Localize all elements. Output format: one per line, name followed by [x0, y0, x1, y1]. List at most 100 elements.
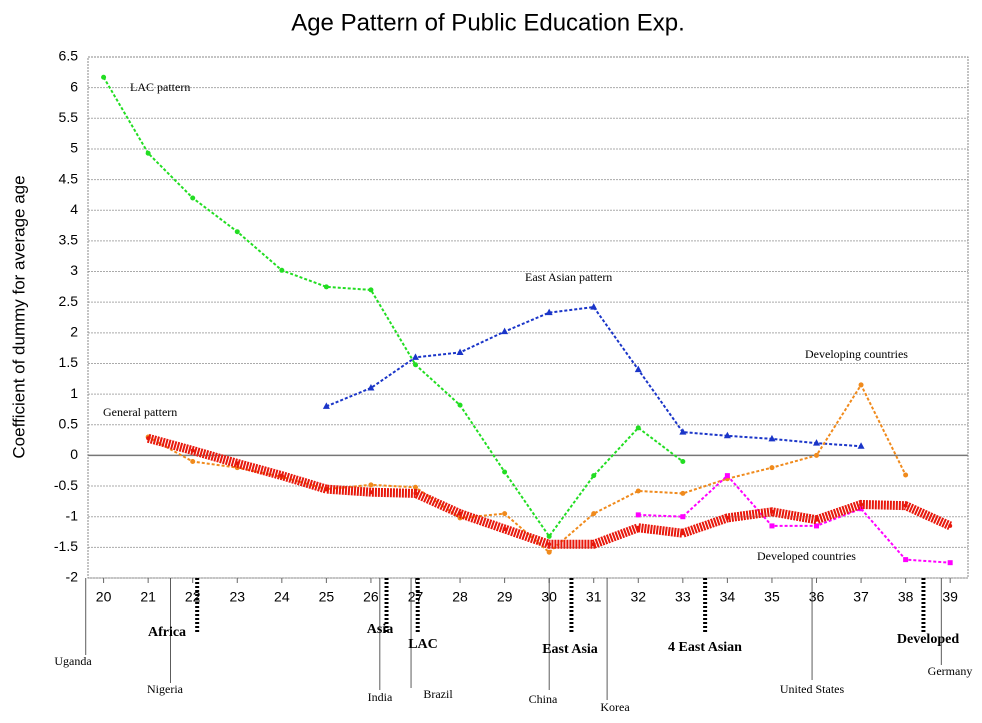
country-label: United States: [780, 682, 845, 696]
point: [680, 459, 686, 465]
x-tick-label: 31: [586, 589, 602, 605]
region-label: Africa: [148, 625, 186, 640]
x-tick-label: 33: [675, 589, 691, 605]
point: [591, 473, 597, 479]
point: [324, 487, 329, 492]
point: [457, 402, 463, 408]
point: [190, 459, 196, 465]
point: [679, 428, 687, 435]
x-tick-label: 29: [497, 589, 513, 605]
point: [145, 150, 151, 156]
point: [948, 523, 953, 528]
point: [680, 514, 686, 520]
point: [279, 473, 284, 478]
point: [813, 439, 821, 446]
point: [323, 284, 329, 290]
x-tick-label: 34: [720, 589, 736, 605]
point: [636, 525, 641, 530]
series-line: [102, 76, 684, 539]
x-tick-label: 39: [942, 589, 958, 605]
point: [412, 362, 418, 368]
x-tick-label: 25: [319, 589, 335, 605]
point: [814, 517, 819, 522]
y-tick-label: 4.5: [59, 170, 79, 186]
point: [635, 488, 641, 494]
series-line: [325, 306, 862, 448]
point: [591, 511, 597, 517]
point: [547, 542, 552, 547]
point: [635, 512, 641, 518]
y-tick-label: 1.5: [59, 354, 79, 370]
series-line: [638, 474, 951, 564]
point: [502, 469, 508, 475]
point: [680, 490, 686, 496]
point: [235, 461, 240, 466]
point: [546, 533, 552, 539]
point: [724, 473, 730, 479]
point: [725, 515, 730, 520]
series-line: [146, 433, 953, 549]
y-tick-label: 0: [70, 446, 78, 462]
region-label: East Asia: [542, 642, 598, 657]
point: [368, 482, 374, 488]
series-label: General pattern: [103, 405, 177, 419]
region-label: Developed: [897, 632, 959, 647]
country-label: Brazil: [423, 687, 453, 701]
point: [903, 503, 908, 508]
point: [947, 560, 953, 566]
country-label: India: [368, 690, 393, 704]
point: [903, 472, 909, 478]
point: [368, 287, 374, 293]
country-label: Germany: [928, 664, 973, 678]
country-label: Uganda: [54, 654, 92, 668]
series-label: LAC pattern: [130, 80, 190, 94]
plot-border: [87, 56, 969, 579]
x-tick-label: 20: [96, 589, 112, 605]
point: [234, 229, 240, 235]
point: [723, 431, 731, 439]
point: [101, 74, 107, 80]
point: [590, 303, 598, 310]
point: [769, 509, 774, 514]
region-label: Asia: [367, 622, 393, 637]
point: [769, 523, 775, 529]
x-tick-label: 38: [898, 589, 914, 605]
point: [545, 308, 553, 316]
y-tick-label: 0.5: [59, 415, 79, 431]
y-tick-label: 5: [70, 140, 78, 156]
point: [591, 542, 596, 547]
x-tick-label: 26: [363, 589, 379, 605]
y-tick-label: 4: [70, 201, 78, 217]
point: [411, 353, 419, 360]
point: [546, 549, 552, 555]
point: [859, 502, 864, 507]
point: [190, 195, 196, 201]
point: [412, 484, 418, 490]
y-axis-label: Coefficient of dummy for average age: [9, 175, 28, 458]
x-tick-label: 24: [274, 589, 290, 605]
point: [502, 526, 507, 531]
y-tick-label: 5.5: [59, 109, 79, 125]
point: [769, 465, 775, 471]
y-tick-label: 6: [70, 78, 78, 94]
point: [458, 511, 463, 516]
y-tick-label: 3.5: [59, 232, 79, 248]
x-tick-label: 22: [185, 589, 201, 605]
point: [502, 511, 508, 517]
x-tick-label: 32: [630, 589, 646, 605]
y-tick-label: 2.5: [59, 293, 79, 309]
x-tick-label: 28: [452, 589, 468, 605]
point: [858, 382, 864, 388]
point: [903, 557, 909, 563]
country-label: Nigeria: [147, 682, 184, 696]
series-label: Developed countries: [757, 549, 856, 563]
point: [768, 434, 776, 442]
x-tick-label: 36: [809, 589, 825, 605]
x-tick-label: 21: [140, 589, 156, 605]
x-tick-label: 27: [408, 589, 424, 605]
point: [814, 452, 820, 458]
point: [190, 448, 195, 453]
series-label: East Asian pattern: [525, 270, 612, 284]
x-tick-label: 37: [853, 589, 869, 605]
